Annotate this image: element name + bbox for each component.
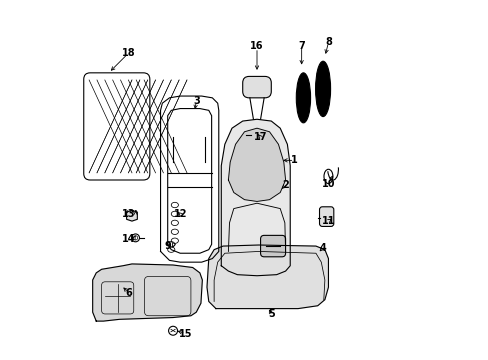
Text: 6: 6 (125, 288, 131, 297)
Text: 2: 2 (282, 180, 288, 190)
FancyBboxPatch shape (242, 76, 271, 98)
Text: 11: 11 (321, 216, 334, 226)
Text: 16: 16 (250, 41, 263, 51)
Ellipse shape (296, 73, 310, 123)
Text: 12: 12 (173, 209, 186, 219)
Text: 4: 4 (319, 243, 326, 253)
Polygon shape (126, 210, 137, 221)
Text: 5: 5 (267, 309, 274, 319)
Polygon shape (206, 245, 328, 309)
Ellipse shape (315, 61, 330, 117)
Text: 3: 3 (192, 96, 199, 107)
Text: 13: 13 (122, 209, 135, 219)
FancyBboxPatch shape (260, 235, 285, 257)
Text: 7: 7 (298, 41, 305, 51)
Text: 9: 9 (164, 241, 171, 251)
Polygon shape (228, 128, 285, 202)
Text: 8: 8 (325, 37, 331, 48)
Polygon shape (93, 264, 202, 321)
Text: 18: 18 (122, 48, 135, 58)
Text: 1: 1 (290, 156, 297, 165)
Text: 14: 14 (122, 234, 135, 244)
Text: 10: 10 (321, 179, 334, 189)
Text: 17: 17 (253, 132, 267, 142)
Text: 15: 15 (179, 329, 192, 339)
Polygon shape (221, 119, 290, 276)
FancyBboxPatch shape (319, 207, 333, 226)
